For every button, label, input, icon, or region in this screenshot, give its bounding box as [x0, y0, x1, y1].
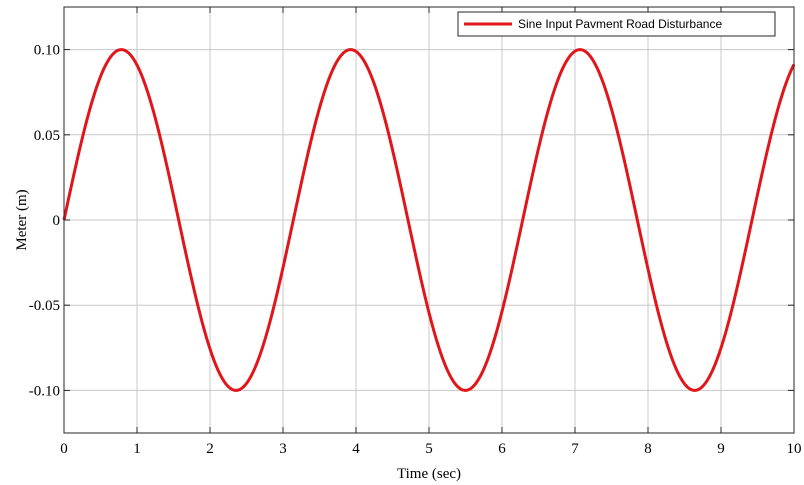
y-tick-label: -0.05	[29, 298, 60, 314]
series-layer	[62, 48, 796, 392]
x-tick-label: 10	[787, 441, 802, 457]
x-axis-title: Time (sec)	[397, 466, 461, 482]
y-axis-title: Meter (m)	[14, 189, 30, 250]
x-tick-label: 2	[206, 441, 214, 457]
y-tick-label: 0.10	[34, 43, 60, 59]
x-tick-label: 0	[60, 441, 68, 457]
x-tick-label: 9	[717, 441, 725, 457]
y-tick-label: -0.10	[29, 383, 60, 399]
x-tick-label: 7	[571, 441, 579, 457]
series-line-sine-input	[62, 48, 796, 392]
y-tick-label: 0	[53, 213, 61, 229]
legend: Sine Input Pavment Road Disturbance	[457, 11, 776, 37]
x-tick-label: 8	[644, 441, 652, 457]
x-tick-label: 6	[498, 441, 506, 457]
legend-label: Sine Input Pavment Road Disturbance	[518, 17, 722, 31]
x-tick-label: 4	[352, 441, 360, 457]
x-tick-label: 3	[279, 441, 287, 457]
x-tick-label: 1	[133, 441, 141, 457]
grid	[63, 7, 795, 433]
y-tick-label: 0.05	[34, 128, 60, 144]
x-tick-label: 5	[425, 441, 433, 457]
ticks: 0 1 2 3 4 5 6 7 8 9 10 0.10 0.05 0 -0.05 -0.10	[29, 7, 802, 457]
